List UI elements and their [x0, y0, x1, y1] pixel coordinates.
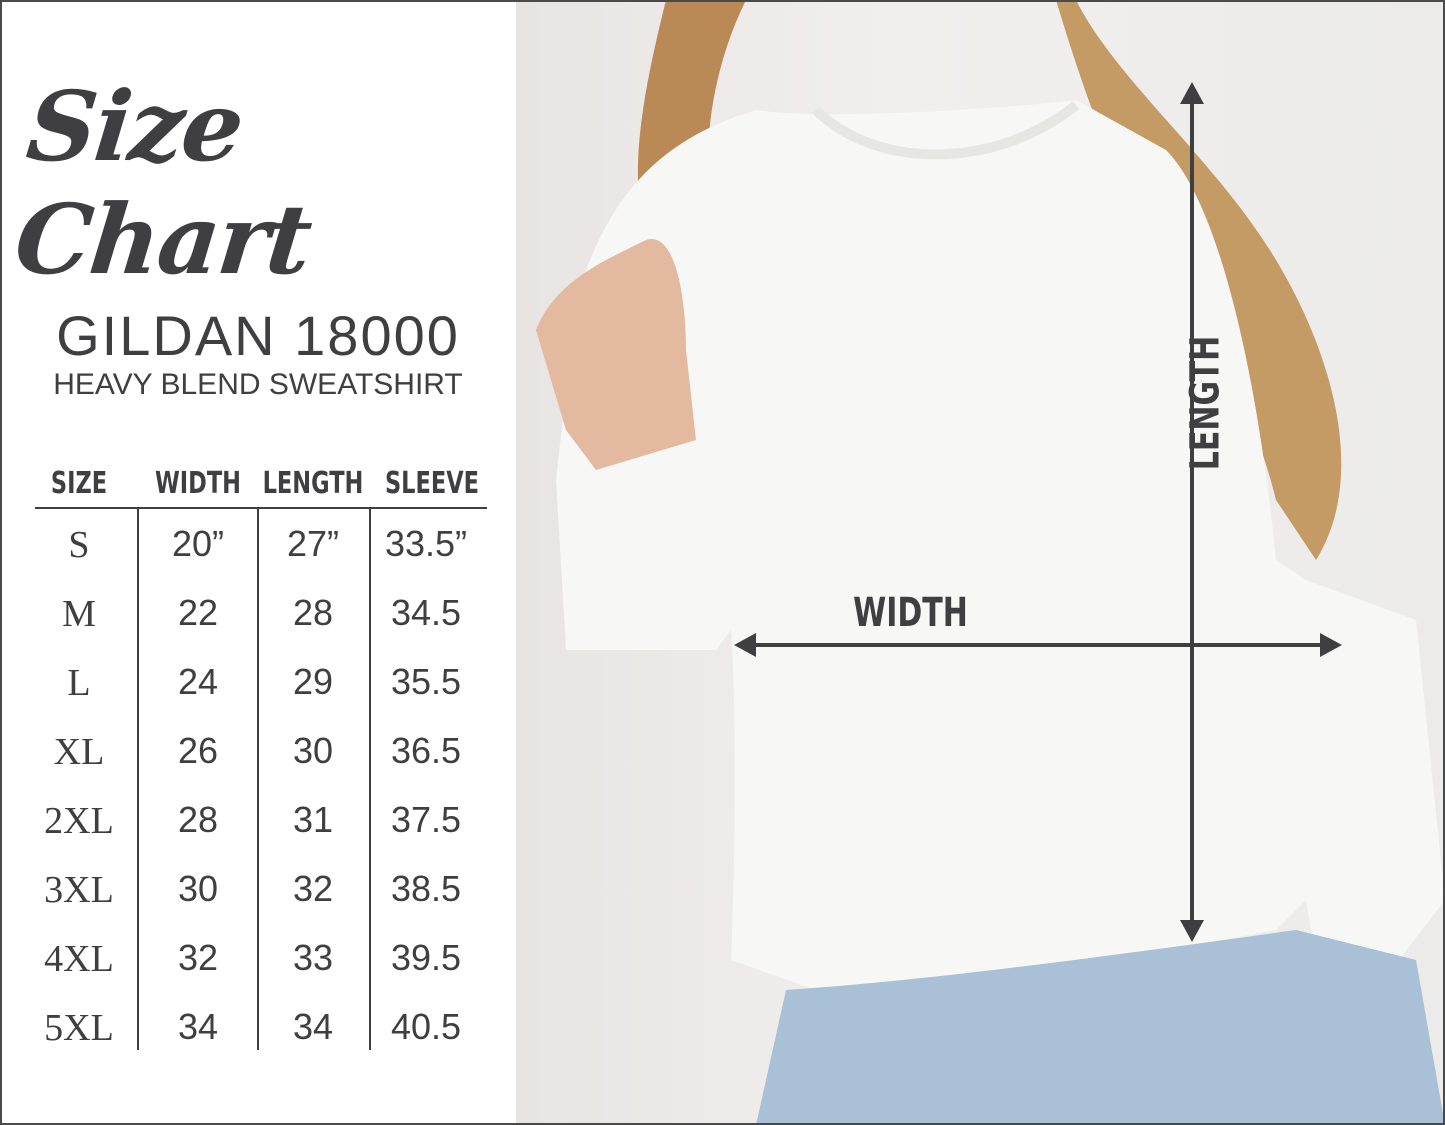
cell-sleeve: 33.5”	[384, 523, 468, 564]
cell-width: 34	[177, 1006, 219, 1047]
length-arrow-bottom-head	[1180, 920, 1204, 942]
cell-sleeve: 40.5	[390, 1006, 462, 1047]
cell-size: 3XL	[44, 869, 114, 911]
width-arrow-left-head	[734, 633, 756, 657]
cell-sleeve: 38.5	[390, 868, 462, 909]
title-banner	[0, 80, 496, 222]
cell-length: 33	[292, 937, 334, 978]
header-width: WIDTH	[154, 466, 242, 501]
column-divider	[137, 508, 139, 1050]
jeans	[756, 930, 1445, 1125]
cell-width: 30	[177, 868, 219, 909]
cell-width: 26	[177, 730, 219, 771]
cell-size: M	[62, 593, 96, 635]
width-label: WIDTH	[853, 590, 968, 636]
hand	[536, 239, 696, 470]
cell-size: S	[68, 524, 90, 566]
page-title: Size Chart	[10, 70, 316, 296]
cell-length: 31	[292, 799, 334, 840]
sweatshirt	[556, 100, 1445, 990]
cell-width: 20”	[171, 523, 225, 564]
cell-length: 30	[292, 730, 334, 771]
cell-width: 24	[177, 661, 219, 702]
header-length: LENGTH	[262, 466, 364, 501]
header-divider	[35, 507, 487, 509]
product-model: GILDAN 18000	[56, 304, 460, 367]
model-photo: LENGTH WIDTH	[516, 0, 1445, 1125]
cell-size: 5XL	[44, 1007, 114, 1049]
column-divider	[369, 508, 371, 1050]
cell-sleeve: 35.5	[390, 661, 462, 702]
collar	[812, 101, 1080, 160]
product-subtitle: HEAVY BLEND SWEATSHIRT	[53, 368, 463, 401]
cell-width: 28	[177, 799, 219, 840]
cell-length: 27”	[286, 523, 340, 564]
cell-length: 32	[292, 868, 334, 909]
cell-size: L	[67, 662, 91, 704]
cell-sleeve: 36.5	[390, 730, 462, 771]
size-chart-panel: Size Chart GILDAN 18000 HEAVY BLEND SWEA…	[0, 0, 516, 1125]
cell-width: 22	[177, 592, 219, 633]
width-arrow-right-head	[1320, 633, 1342, 657]
cell-length: 29	[292, 661, 334, 702]
cell-length: 34	[292, 1006, 334, 1047]
cell-sleeve: 37.5	[390, 799, 462, 840]
cell-size: 4XL	[44, 938, 114, 980]
header-sleeve: SLEEVE	[384, 466, 480, 501]
cell-sleeve: 39.5	[390, 937, 462, 978]
cell-sleeve: 34.5	[390, 592, 462, 633]
header-size: SIZE	[50, 466, 108, 501]
cell-size: XL	[53, 731, 105, 773]
length-label: LENGTH	[1182, 335, 1229, 471]
sweatshirt-photo-illustration	[536, 0, 1445, 1125]
cell-length: 28	[292, 592, 334, 633]
length-arrow-top-head	[1180, 82, 1204, 104]
cell-size: 2XL	[44, 800, 114, 842]
cell-width: 32	[177, 937, 219, 978]
column-divider	[257, 508, 259, 1050]
